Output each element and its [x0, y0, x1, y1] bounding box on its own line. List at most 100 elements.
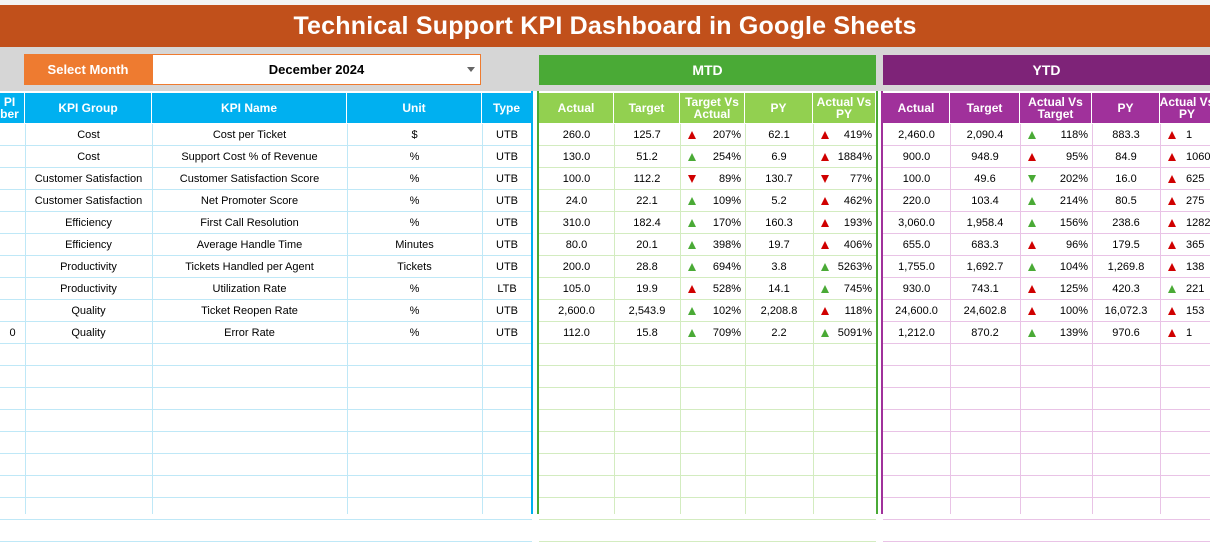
arrow-up-icon [688, 153, 696, 161]
grid-line [539, 431, 876, 432]
month-dropdown[interactable]: December 2024 [152, 54, 481, 85]
grid-line [883, 255, 1210, 256]
percent-value: 709% [712, 327, 741, 339]
kpi-number-cell [0, 146, 25, 168]
arrow-up-icon [1168, 197, 1176, 205]
header-label: PI [3, 95, 16, 109]
percent-value: 138 [1186, 261, 1205, 273]
percent-value: 694% [712, 261, 741, 273]
grid-line [539, 167, 876, 168]
ytd-py-cell: 80.5 [1115, 195, 1137, 207]
mtd-target-vs-actual-cell: 170% [680, 212, 745, 234]
percent-value: 139% [1059, 327, 1088, 339]
mtd-target-cell: 112.2 [633, 173, 661, 185]
kpi-unit-cell: % [409, 151, 420, 163]
header-label: Target [966, 101, 1003, 115]
grid-line [950, 124, 951, 514]
ytd-actual-vs-py-cell: 365 [1160, 234, 1210, 256]
ytd-py-cell: 16,072.3 [1104, 305, 1148, 317]
kpi-unit-cell: % [409, 195, 420, 207]
kpi-group-cell: Productivity [60, 261, 117, 273]
chevron-down-icon[interactable] [467, 67, 475, 72]
grid-line [152, 124, 153, 514]
ytd-target-cell: 948.9 [971, 151, 999, 163]
kpi-name-cell: Ticket Reopen Rate [201, 305, 298, 317]
header-label: KPI Name [220, 101, 278, 115]
mtd-column-header: Actual [539, 93, 614, 123]
arrow-up-icon [688, 219, 696, 227]
arrow-up-icon [1168, 175, 1176, 183]
grid-line [883, 189, 1210, 190]
kpi-column-header: Type [482, 93, 532, 123]
kpi-name-cell: Support Cost % of Revenue [181, 151, 318, 163]
ytd-py-cell: 970.6 [1112, 327, 1140, 339]
mtd-target-cell: 51.2 [636, 151, 658, 163]
grid-line [883, 233, 1210, 234]
percent-value: 104% [1059, 261, 1088, 273]
ytd-actual-vs-py-cell: 625 [1160, 168, 1210, 190]
percent-value: 207% [712, 129, 741, 141]
mtd-target-cell: 182.4 [633, 217, 661, 229]
grid-line [0, 365, 532, 366]
grid-line [0, 387, 532, 388]
ytd-target-cell: 683.3 [971, 239, 999, 251]
header-label: Actual Vs [816, 95, 872, 109]
mtd-actual-cell: 130.0 [562, 151, 591, 163]
grid-line [0, 299, 532, 300]
grid-line [539, 409, 876, 410]
ytd-actual-vs-target-cell: 139% [1020, 322, 1092, 344]
percent-value: 170% [712, 217, 741, 229]
kpi-name-cell: Cost per Ticket [212, 129, 287, 141]
kpi-name-cell: First Call Resolution [200, 217, 299, 229]
arrow-up-icon [688, 329, 696, 337]
mtd-target-vs-actual-cell: 89% [680, 168, 745, 190]
header-label: PY [1117, 101, 1134, 115]
kpi-type-cell: UTB [496, 173, 518, 185]
grid-line [0, 431, 532, 432]
mtd-actual-vs-py-cell: 118% [813, 300, 876, 322]
grid-line [0, 145, 532, 146]
arrow-up-icon [1028, 285, 1036, 293]
header-label: PY [770, 101, 787, 115]
header-label: PY [835, 107, 852, 121]
mtd-actual-vs-py-cell: 1884% [813, 146, 876, 168]
arrow-up-icon [1168, 285, 1176, 293]
mtd-py-cell: 3.8 [771, 261, 787, 273]
ytd-actual-cell: 3,060.0 [898, 217, 935, 229]
header-label: Actual [557, 101, 595, 115]
mtd-target-vs-actual-cell: 398% [680, 234, 745, 256]
mtd-py-cell: 2,208.8 [760, 305, 798, 317]
grid-line [883, 343, 1210, 344]
mtd-target-vs-actual-cell: 109% [680, 190, 745, 212]
kpi-type-cell: UTB [496, 327, 518, 339]
grid-line [0, 475, 532, 476]
header-label: KPI Group [58, 101, 118, 115]
mtd-column-header: Target [614, 93, 680, 123]
ytd-target-cell: 2,090.4 [966, 129, 1004, 141]
kpi-group-cell: Quality [71, 305, 106, 317]
arrow-up-icon [1028, 329, 1036, 337]
percent-value: 153 [1186, 305, 1205, 317]
kpi-unit-cell: % [409, 283, 420, 295]
kpi-type-cell: UTB [496, 239, 518, 251]
ytd-actual-cell: 900.0 [902, 151, 931, 163]
mtd-target-cell: 28.8 [636, 261, 658, 273]
kpi-name-cell: Utilization Rate [212, 283, 287, 295]
grid-line [0, 343, 532, 344]
mtd-actual-cell: 105.0 [562, 283, 591, 295]
mtd-target-cell: 15.8 [636, 327, 658, 339]
grid-line [0, 453, 532, 454]
ytd-actual-cell: 1,212.0 [898, 327, 935, 339]
header-label: Actual Vs [1028, 95, 1083, 109]
kpi-unit-cell: % [409, 305, 420, 317]
grid-line [539, 233, 876, 234]
ytd-target-cell: 1,692.7 [966, 261, 1004, 273]
arrow-up-icon [1168, 131, 1176, 139]
mtd-target-vs-actual-cell: 254% [680, 146, 745, 168]
arrow-down-icon [1028, 175, 1036, 183]
mtd-section-header: MTD [539, 55, 876, 85]
mtd-actual-cell: 24.0 [565, 195, 588, 207]
percent-value: 118% [844, 305, 872, 317]
kpi-column-header: KPI Name [152, 93, 347, 123]
month-dropdown-value: December 2024 [268, 62, 365, 77]
